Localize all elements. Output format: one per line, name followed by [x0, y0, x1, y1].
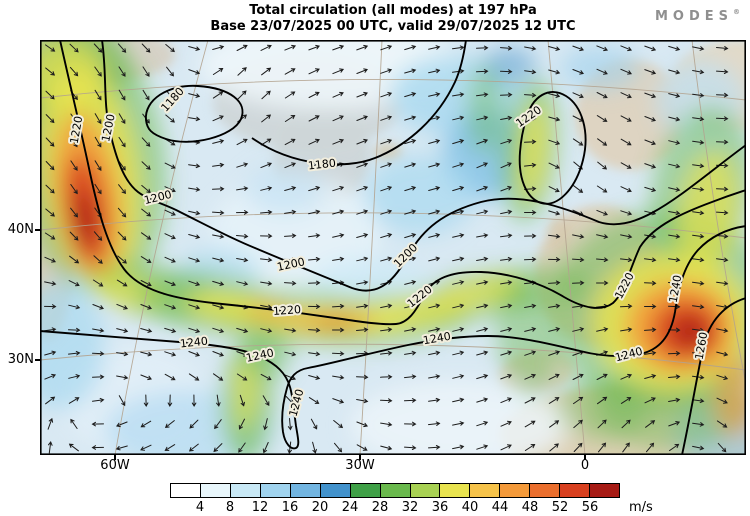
colorbar-cell	[380, 484, 411, 497]
colorbar-cell	[560, 484, 591, 497]
colorbar-tick-label: 40	[461, 500, 479, 515]
colorbar-tick-label: 44	[491, 500, 509, 515]
colorbar-tick-label: 24	[341, 500, 359, 515]
colorbar-cell	[200, 484, 231, 497]
modes-logo: MODES®	[655, 8, 740, 24]
colorbar	[170, 483, 620, 498]
lon-label: 60W	[100, 458, 130, 473]
lat-label: 30N	[7, 352, 34, 367]
colorbar-tick-label: 28	[371, 500, 389, 515]
modes-logo-text: MODES	[654, 9, 733, 24]
chart-subtitle: Base 23/07/2025 00 UTC, valid 29/07/2025…	[210, 19, 576, 34]
lon-label: 0	[580, 458, 590, 473]
colorbar-cell	[470, 484, 501, 497]
lon-label: 30W	[345, 458, 375, 473]
chart-title: Total circulation (all modes) at 197 hPa	[249, 3, 537, 18]
lat-tick	[35, 229, 40, 231]
lat-tick	[35, 359, 40, 361]
lon-tick	[114, 455, 116, 460]
colorbar-cell	[500, 484, 531, 497]
colorbar-cell	[230, 484, 261, 497]
colorbar-tick-label: 8	[225, 500, 235, 515]
colorbar-tick-label: 56	[581, 500, 599, 515]
contour-label: 1180	[307, 157, 336, 173]
lat-label: 40N	[7, 222, 34, 237]
lon-tick	[359, 455, 361, 460]
colorbar-cell	[320, 484, 351, 497]
contour-label: 1200	[99, 113, 118, 143]
colorbar-cell	[410, 484, 441, 497]
map-frame	[40, 40, 746, 455]
colorbar-tick-label: 32	[401, 500, 419, 515]
colorbar-unit: m/s	[629, 500, 653, 515]
colorbar-cell	[290, 484, 321, 497]
colorbar-cell	[590, 484, 620, 497]
colorbar-cell	[530, 484, 561, 497]
contour-label: 1200	[276, 255, 306, 274]
colorbar-cell	[260, 484, 291, 497]
colorbar-cell	[171, 484, 201, 497]
colorbar-tick-label: 4	[195, 500, 205, 515]
contour-label: 1240	[179, 335, 208, 351]
lon-tick	[584, 455, 586, 460]
colorbar-tick-label: 16	[281, 500, 299, 515]
colorbar-tick-label: 20	[311, 500, 329, 515]
colorbar-tick-label: 36	[431, 500, 449, 515]
colorbar-tick-label: 48	[521, 500, 539, 515]
colorbar-cell	[440, 484, 471, 497]
circulation-contours-layer	[40, 40, 746, 455]
colorbar-tick-label: 52	[551, 500, 569, 515]
colorbar-cell	[350, 484, 381, 497]
colorbar-tick-label: 12	[251, 500, 269, 515]
contour-label: 1220	[273, 303, 302, 318]
chart-header: Total circulation (all modes) at 197 hPa…	[40, 3, 746, 35]
wind-vectors-layer	[44, 43, 729, 454]
modes-logo-mark: ®	[733, 8, 740, 16]
